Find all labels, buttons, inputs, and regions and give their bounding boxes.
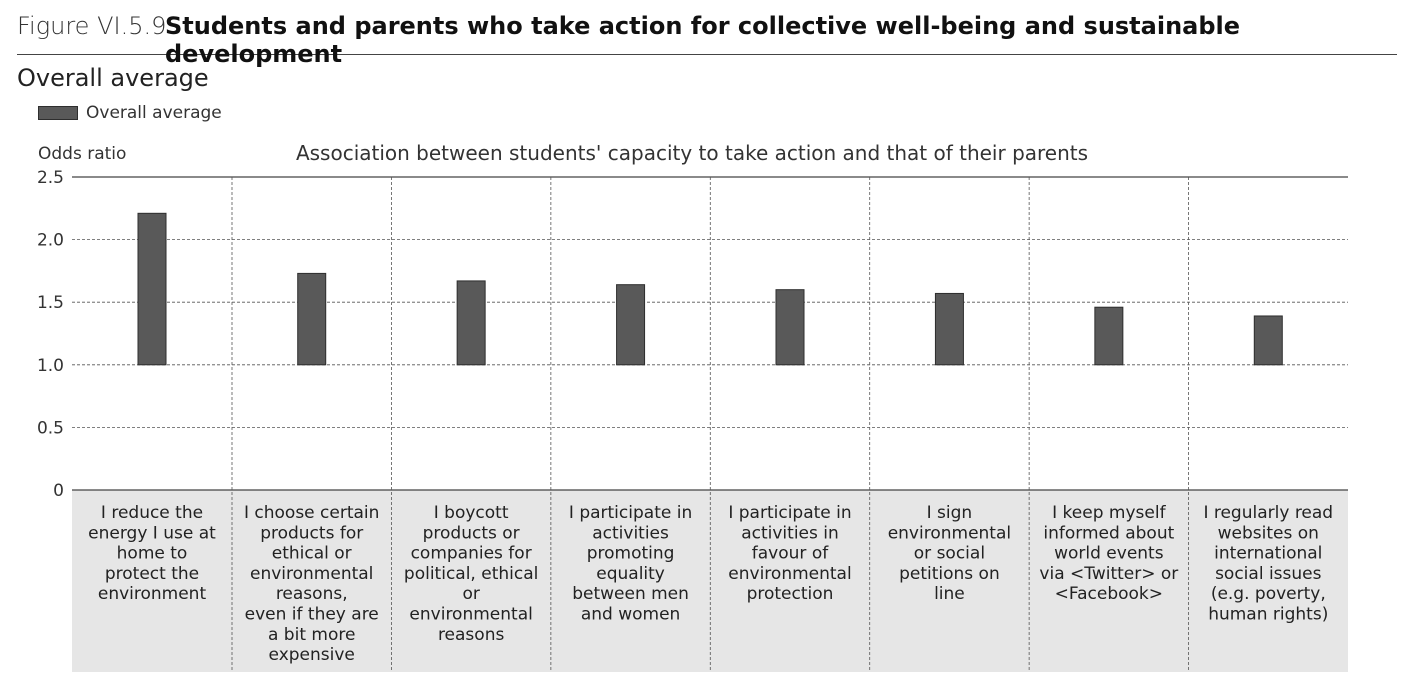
x-tick-label: I participate in activities promoting equal…: [569, 503, 692, 625]
x-tick-label-line: I participate in: [728, 503, 851, 523]
legend-swatch: [38, 106, 78, 120]
x-tick-label-line: international: [1214, 544, 1322, 564]
x-tick-label-line: environmental: [888, 523, 1011, 543]
x-tick-label-line: (e.g. poverty,: [1211, 584, 1326, 604]
x-tick-label-line: promoting: [587, 544, 675, 564]
x-tick-label-line: I regularly read: [1203, 503, 1333, 523]
x-tick-label-line: social issues: [1215, 564, 1322, 584]
x-tick-label-line: products or: [423, 523, 520, 543]
legend: Overall average: [38, 101, 222, 125]
bar: [297, 272, 327, 366]
category-band: [72, 490, 1348, 672]
x-tick-label-line: protect the: [105, 564, 199, 584]
y-tick-label: 1.5: [37, 293, 64, 313]
x-tick-label-line: websites on: [1218, 523, 1319, 543]
x-tick-label-line: I sign: [927, 503, 973, 523]
x-tick-label-line: line: [934, 584, 965, 604]
x-tick-label-line: protection: [747, 584, 834, 604]
x-tick-label-line: I keep myself: [1052, 503, 1166, 523]
y-tick-label: 0: [53, 481, 64, 501]
x-tick-label-line: I participate in: [569, 503, 692, 523]
x-tick-label-line: or social: [914, 544, 985, 564]
figure-number: Figure VI.5.9: [17, 12, 167, 40]
x-tick-label-line: I reduce the: [101, 503, 203, 523]
x-tick-label-line: I boycott: [434, 503, 509, 523]
y-tick-label: 1.0: [37, 356, 64, 376]
y-tick-label: 2.5: [37, 168, 64, 188]
x-tick-label-line: companies for: [411, 544, 532, 564]
figure-title: Students and parents who take action for…: [165, 12, 1241, 68]
bar: [1253, 315, 1283, 366]
x-tick-label-line: even if they are: [245, 605, 379, 625]
x-tick-label-line: or: [462, 584, 479, 604]
x-tick-label: I participate in activities in favour of en…: [728, 503, 851, 604]
x-tick-label-line: world events: [1054, 544, 1164, 564]
x-tick-label-line: human rights): [1208, 605, 1328, 625]
section-title: Overall average: [17, 64, 209, 92]
x-tick-label-line: reasons: [438, 625, 505, 645]
x-tick-label-line: ethical or: [272, 544, 352, 564]
chart-title: Association between students' capacity t…: [296, 141, 1088, 165]
x-tick-label: I keep myself informed about world events v…: [1039, 503, 1178, 604]
x-tick-label-line: environment: [98, 584, 207, 604]
bar: [616, 284, 646, 366]
category-band-layer: [72, 490, 1348, 672]
x-tick-label-line: political, ethical: [404, 564, 538, 584]
x-tick-label-line: between men: [572, 584, 689, 604]
x-tick-label-line: environmental: [728, 564, 851, 584]
x-tick-label-line: equality: [596, 564, 665, 584]
x-tick-label-line: home to: [117, 544, 188, 564]
y-axis-label: Odds ratio: [38, 144, 126, 164]
bar: [934, 292, 964, 366]
bar: [1094, 306, 1124, 366]
x-tick-label: I choose certain products for ethical or en…: [244, 503, 379, 665]
x-tick-label: I sign environmental or social petitions on…: [888, 503, 1011, 604]
x-tick-label-line: and women: [581, 605, 681, 625]
legend-label: Overall average: [86, 103, 222, 123]
x-tick-label-line: favour of: [752, 544, 829, 564]
x-tick-label-line: <Facebook>: [1055, 584, 1163, 604]
x-tick-label-line: expensive: [269, 645, 355, 665]
x-tick-label-line: activities in: [741, 523, 839, 543]
label-layer: Odds ratio Association between students'…: [37, 141, 1333, 665]
y-tick-label: 2.0: [37, 231, 64, 251]
x-tick-label-line: informed about: [1043, 523, 1174, 543]
x-tick-label-line: energy I use at: [88, 523, 216, 543]
x-tick-label: I regularly read websites on international…: [1203, 503, 1333, 625]
x-tick-label-line: via <Twitter> or: [1039, 564, 1178, 584]
bar: [137, 212, 167, 366]
bar-layer: [137, 212, 1283, 366]
x-tick-label-line: products for: [260, 523, 363, 543]
x-tick-label-line: a bit more: [268, 625, 355, 645]
x-tick-label-line: activities: [592, 523, 669, 543]
x-tick-label: I boycott products or companies for politic…: [404, 503, 538, 645]
x-tick-label-line: I choose certain: [244, 503, 379, 523]
x-tick-label: I reduce the energy I use at home to protec…: [88, 503, 216, 604]
x-tick-label-line: petitions on: [899, 564, 1000, 584]
x-tick-label-line: environmental: [250, 564, 373, 584]
y-tick-label: 0.5: [37, 418, 64, 438]
figure-header: Figure VI.5.9 Students and parents who t…: [17, 10, 1397, 68]
bar: [456, 280, 486, 366]
x-tick-label-line: reasons,: [276, 584, 348, 604]
grid-layer: [72, 176, 1348, 672]
bar: [775, 289, 805, 366]
x-tick-label-line: environmental: [409, 605, 532, 625]
